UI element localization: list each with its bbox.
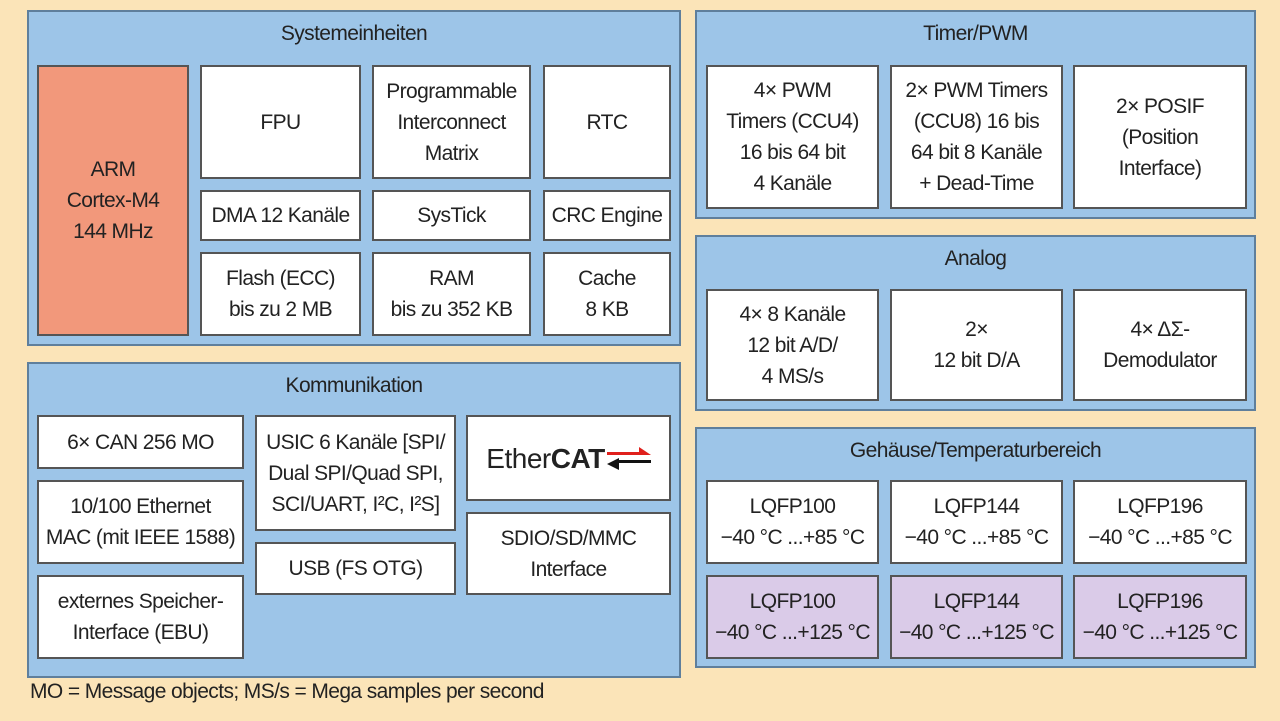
block-posif: 2× POSIF (Position Interface) <box>1073 65 1247 209</box>
block-ccu8: 2× PWM Timers (CCU8) 16 bis 64 bit 8 Kan… <box>890 65 1063 209</box>
ethercat-logo: Ether CAT <box>486 442 651 474</box>
block-ethernet: 10/100 Ethernet MAC (mit IEEE 1588) <box>37 480 244 564</box>
block-crc: CRC Engine <box>543 190 671 241</box>
block-systick: SysTick <box>372 190 531 241</box>
package-lqfp196-extended: LQFP196 −40 °C ...+125 °C <box>1073 575 1247 659</box>
block-usb: USB (FS OTG) <box>255 542 456 595</box>
block-delta-sigma: 4× ΔΣ- Demodulator <box>1073 289 1247 401</box>
block-rtc: RTC <box>543 65 671 179</box>
package-lqfp100-standard: LQFP100 −40 °C ...+85 °C <box>706 480 879 564</box>
block-arm-cpu: ARM Cortex-M4 144 MHz <box>37 65 189 336</box>
logo-text-ether: Ether <box>486 442 551 474</box>
block-adc: 4× 8 Kanäle 12 bit A/D/ 4 MS/s <box>706 289 879 401</box>
footnote: MO = Message objects; MS/s = Mega sample… <box>30 680 544 703</box>
block-ethercat: Ether CAT <box>466 415 671 501</box>
block-ebu: externes Speicher- Interface (EBU) <box>37 575 244 659</box>
block-interconnect-matrix: Programmable Interconnect Matrix <box>372 65 531 179</box>
panel-title: Kommunikation <box>285 374 424 397</box>
package-lqfp100-extended: LQFP100 −40 °C ...+125 °C <box>706 575 879 659</box>
panel-title: Timer/PWM <box>923 22 1028 45</box>
package-lqfp144-extended: LQFP144 −40 °C ...+125 °C <box>890 575 1063 659</box>
logo-text-cat: CAT <box>550 442 605 474</box>
block-sdio: SDIO/SD/MMC Interface <box>466 512 671 595</box>
block-flash: Flash (ECC) bis zu 2 MB <box>200 252 361 336</box>
package-lqfp144-standard: LQFP144 −40 °C ...+85 °C <box>890 480 1063 564</box>
ethercat-arrows-icon <box>606 447 651 470</box>
block-cache: Cache 8 KB <box>543 252 671 336</box>
panel-title: Analog <box>944 247 1007 270</box>
block-dma: DMA 12 Kanäle <box>200 190 361 241</box>
package-lqfp196-standard: LQFP196 −40 °C ...+85 °C <box>1073 480 1247 564</box>
block-usic: USIC 6 Kanäle [SPI/ Dual SPI/Quad SPI, S… <box>255 415 456 531</box>
block-can: 6× CAN 256 MO <box>37 415 244 469</box>
panel-title: Gehäuse/Temperaturbereich <box>849 439 1102 462</box>
panel-title: Systemeinheiten <box>280 22 428 45</box>
block-dac: 2× 12 bit D/A <box>890 289 1063 401</box>
block-ccu4: 4× PWM Timers (CCU4) 16 bis 64 bit 4 Kan… <box>706 65 879 209</box>
block-ram: RAM bis zu 352 KB <box>372 252 531 336</box>
block-fpu: FPU <box>200 65 361 179</box>
